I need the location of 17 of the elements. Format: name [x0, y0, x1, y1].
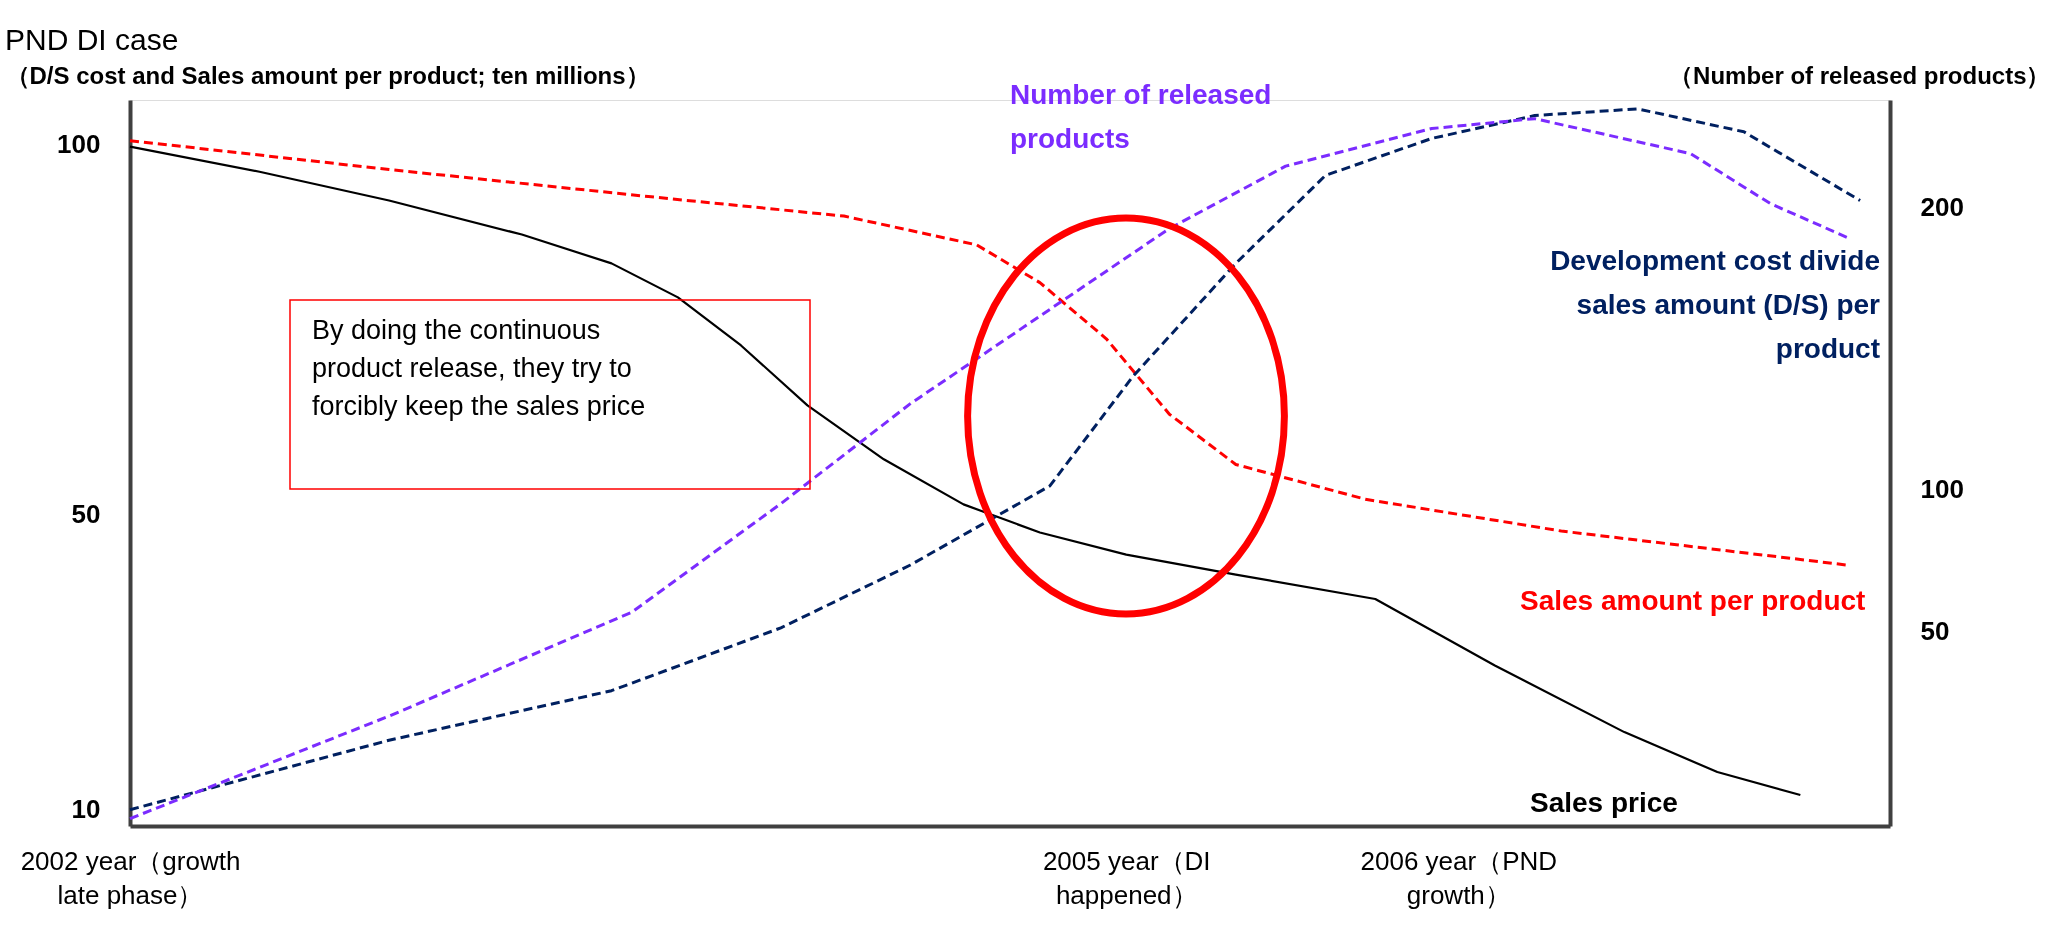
x-tick-label: 2006 year（PND growth） — [1360, 845, 1558, 910]
y-axis-title: （D/S cost and Sales amount per product; ten millions） — [5, 61, 650, 89]
chart-title: PND DI case — [5, 23, 179, 56]
annotation: By doing the continuous product release, they try to forcibly keep the sales price — [312, 315, 646, 421]
series-label: Sales price — [1530, 787, 1678, 818]
series-label: Number of released products — [1010, 79, 1272, 154]
y2-axis-title: （Number of released products） — [1669, 61, 2051, 89]
y2-tick-label: 50 — [1920, 615, 1950, 646]
y-tick-label: 100 — [57, 128, 101, 159]
series-label: Sales amount per product — [1520, 585, 1866, 616]
y2-tick-label: 100 — [1920, 474, 1964, 505]
series-label: Development cost divide sales amount (D/S) per product — [1550, 245, 1881, 364]
y-tick-label: 10 — [71, 794, 101, 825]
x-tick-label: 2005 year（DI happened） — [1042, 845, 1211, 910]
x-tick-label: 2002 year（growth late phase） — [20, 845, 241, 910]
y2-tick-label: 200 — [1920, 191, 1964, 222]
y-tick-label: 50 — [71, 498, 101, 529]
